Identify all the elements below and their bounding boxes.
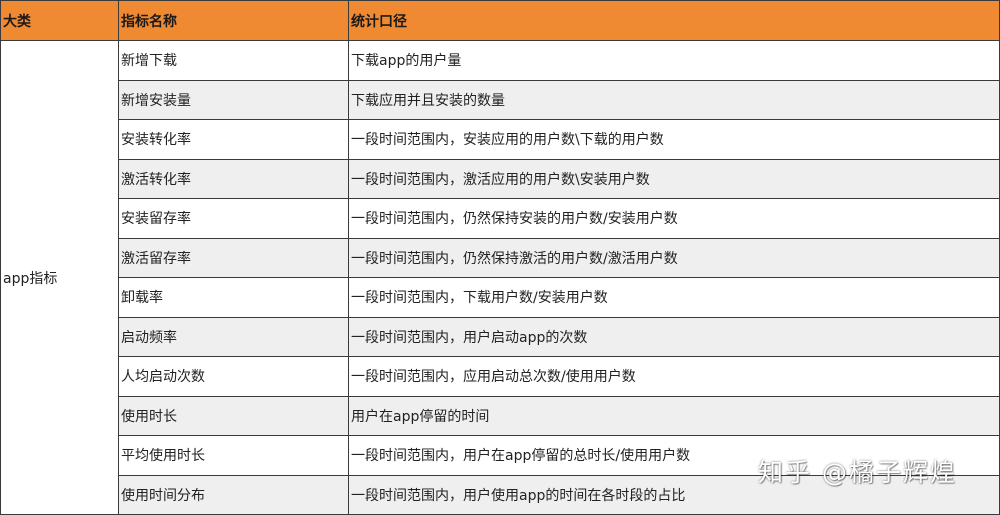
metric-definition-cell: 下载应用并且安装的数量 xyxy=(348,79,1000,120)
metric-name-cell: 卸载率 xyxy=(118,277,349,318)
metric-name-cell: 新增下载 xyxy=(118,40,349,81)
metric-name-cell: 使用时间分布 xyxy=(118,474,349,515)
metric-definition-cell: 一段时间范围内，应用启动总次数/使用用户数 xyxy=(348,356,1000,397)
metric-name-cell: 激活转化率 xyxy=(118,158,349,199)
metric-definition-cell: 一段时间范围内，用户启动app的次数 xyxy=(348,316,1000,357)
metric-definition-cell: 一段时间范围内，下载用户数/安装用户数 xyxy=(348,277,1000,318)
table-row: 激活转化率 一段时间范围内，激活应用的用户数\安装用户数 xyxy=(1,158,1000,199)
metric-name-cell: 激活留存率 xyxy=(118,237,349,278)
metric-definition-cell: 一段时间范围内，用户使用app的时间在各时段的占比 xyxy=(348,474,1000,515)
header-category: 大类 xyxy=(0,0,119,41)
category-cell: app指标 xyxy=(0,40,119,515)
metric-definition-cell: 一段时间范围内，仍然保持激活的用户数/激活用户数 xyxy=(348,237,1000,278)
metric-definition-cell: 一段时间范围内，安装应用的用户数\下载的用户数 xyxy=(348,119,1000,160)
header-metric-name: 指标名称 xyxy=(118,0,349,41)
metric-name-cell: 安装转化率 xyxy=(118,119,349,160)
watermark-text: 知乎 @橘子辉煌 xyxy=(758,458,957,487)
table-row: 卸载率 一段时间范围内，下载用户数/安装用户数 xyxy=(1,277,1000,318)
table-row: app指标 新增下载 下载app的用户量 xyxy=(0,40,1000,515)
table-header-row: 大类 指标名称 统计口径 xyxy=(0,0,1000,41)
table-row: 启动频率 一段时间范围内，用户启动app的次数 xyxy=(1,316,1000,357)
table-row: 平均使用时长 一段时间范围内，用户在app停留的总时长/使用用户数 xyxy=(1,435,1000,476)
table-row: 使用时长 用户在app停留的时间 xyxy=(1,395,1000,436)
metric-name-cell: 平均使用时长 xyxy=(118,435,349,476)
metric-definition-cell: 用户在app停留的时间 xyxy=(348,395,1000,436)
table-row: 新增安装量 下载应用并且安装的数量 xyxy=(1,79,1000,120)
table-row: 安装留存率 一段时间范围内，仍然保持安装的用户数/安装用户数 xyxy=(1,198,1000,239)
metric-name-cell: 安装留存率 xyxy=(118,198,349,239)
metric-name-cell: 使用时长 xyxy=(118,395,349,436)
header-definition: 统计口径 xyxy=(348,0,1000,41)
table-row: 人均启动次数 一段时间范围内，应用启动总次数/使用用户数 xyxy=(1,356,1000,397)
metric-definition-cell: 一段时间范围内，仍然保持安装的用户数/安装用户数 xyxy=(348,198,1000,239)
metric-name-cell: 新增安装量 xyxy=(118,79,349,120)
metric-name-cell: 人均启动次数 xyxy=(118,356,349,397)
metric-definition-cell: 一段时间范围内，激活应用的用户数\安装用户数 xyxy=(348,158,1000,199)
table-row: 使用时间分布 一段时间范围内，用户使用app的时间在各时段的占比 xyxy=(1,474,1000,515)
table-row: 安装转化率 一段时间范围内，安装应用的用户数\下载的用户数 xyxy=(1,119,1000,160)
metric-definition-cell: 一段时间范围内，用户在app停留的总时长/使用用户数 xyxy=(348,435,1000,476)
table-row: 激活留存率 一段时间范围内，仍然保持激活的用户数/激活用户数 xyxy=(1,237,1000,278)
metric-name-cell: 启动频率 xyxy=(118,316,349,357)
metric-definition-cell: 下载app的用户量 xyxy=(348,40,1000,81)
